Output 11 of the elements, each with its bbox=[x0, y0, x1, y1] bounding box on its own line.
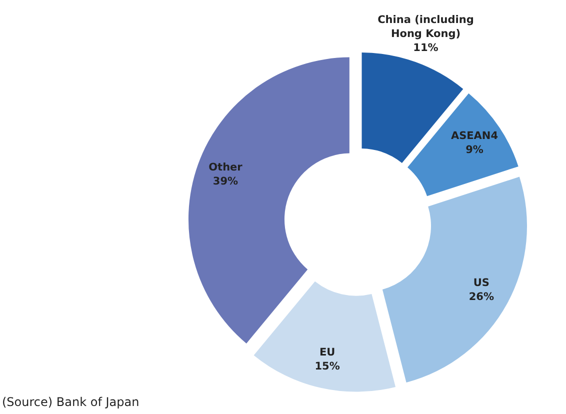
data-label: 26% bbox=[468, 290, 494, 303]
data-label: 39% bbox=[212, 175, 239, 188]
slice-label: China (including Hong Kong) bbox=[378, 14, 474, 40]
slice-label: ASEAN4 bbox=[450, 130, 498, 142]
text: (Source) Bank of Japan bbox=[2, 395, 140, 409]
data-label: 9% bbox=[466, 144, 484, 156]
data-label: 11% bbox=[413, 42, 439, 54]
slice-label: US bbox=[473, 276, 490, 289]
slice-label: EU bbox=[319, 346, 336, 358]
slice-label: Other bbox=[208, 161, 244, 174]
data-label: 15% bbox=[314, 360, 340, 372]
